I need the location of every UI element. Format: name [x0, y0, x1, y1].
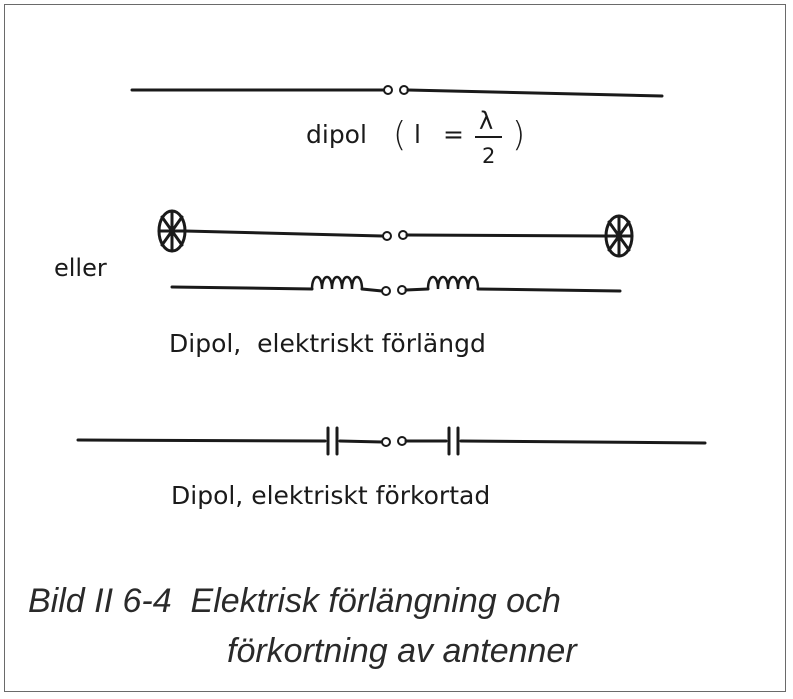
- lengthened-dipole: [170, 275, 622, 296]
- svg-text:=: =: [443, 120, 464, 149]
- loading-coil-left: [310, 275, 364, 291]
- svg-text:): ): [512, 115, 525, 155]
- feed-terminal-left: [383, 85, 393, 95]
- shortened-dipole: [76, 426, 707, 456]
- simple-dipole: [130, 85, 664, 98]
- dipole-label: dipol: [306, 120, 367, 149]
- feed-terminal-left: [381, 286, 391, 296]
- figure-frame: [4, 4, 786, 692]
- svg-text:2: 2: [482, 144, 495, 168]
- egg-insulator-left: [157, 209, 187, 253]
- or-label: eller: [54, 254, 107, 282]
- half-wave-formula: ( l = λ 2 ): [393, 107, 525, 168]
- feed-terminal-left: [381, 437, 391, 447]
- figure-caption-line-2: förkortning av antenner: [227, 632, 578, 670]
- loading-coil-right: [426, 275, 480, 291]
- lengthened-dipole-label: Dipol, elektriskt förlängd: [169, 329, 486, 358]
- figure-caption-line-1: Bild II 6-4 Elektrisk förlängning och: [28, 582, 561, 620]
- svg-text:l: l: [414, 120, 421, 149]
- dipole-with-insulators: [157, 209, 634, 258]
- egg-insulator-right: [604, 214, 634, 258]
- svg-text:λ: λ: [479, 107, 493, 135]
- dipole-right-arm: [406, 88, 664, 98]
- shortened-dipole-label: Dipol, elektriskt förkortad: [171, 481, 490, 510]
- svg-text:(: (: [393, 115, 406, 155]
- feed-terminal-left: [382, 231, 392, 241]
